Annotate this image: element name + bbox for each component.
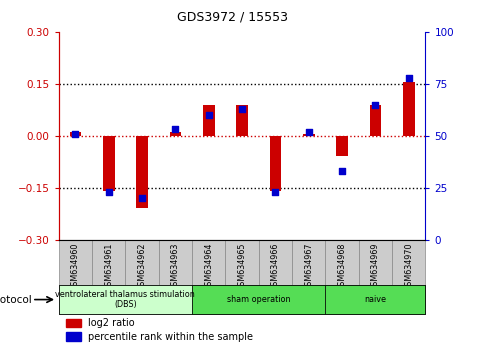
Text: ventrolateral thalamus stimulation
(DBS): ventrolateral thalamus stimulation (DBS)	[55, 290, 195, 309]
Bar	[66, 319, 81, 327]
FancyBboxPatch shape	[192, 240, 225, 285]
Text: GSM634965: GSM634965	[237, 243, 246, 291]
FancyBboxPatch shape	[225, 240, 258, 285]
Text: percentile rank within the sample: percentile rank within the sample	[88, 332, 252, 342]
Point	[338, 168, 346, 174]
FancyBboxPatch shape	[59, 240, 92, 285]
Text: naive: naive	[364, 295, 386, 304]
Text: GSM634968: GSM634968	[337, 243, 346, 291]
Point	[138, 195, 145, 201]
FancyBboxPatch shape	[258, 240, 291, 285]
Bar	[269, 136, 281, 191]
Point	[71, 131, 79, 136]
Point	[371, 102, 379, 107]
Text: GSM634960: GSM634960	[71, 243, 80, 291]
FancyBboxPatch shape	[358, 240, 391, 285]
FancyBboxPatch shape	[391, 240, 425, 285]
Bar	[402, 82, 414, 136]
Bar	[69, 132, 81, 136]
Point	[271, 189, 279, 195]
Point	[304, 129, 312, 135]
Text: log2 ratio: log2 ratio	[88, 318, 134, 328]
Text: GSM634967: GSM634967	[304, 243, 313, 291]
FancyBboxPatch shape	[125, 240, 159, 285]
Bar	[169, 132, 181, 136]
Bar	[369, 104, 381, 136]
Text: GSM634962: GSM634962	[137, 243, 146, 291]
Text: GSM634970: GSM634970	[404, 243, 412, 291]
Text: GSM634963: GSM634963	[170, 243, 180, 291]
FancyBboxPatch shape	[325, 240, 358, 285]
Bar	[236, 104, 247, 136]
FancyBboxPatch shape	[59, 285, 192, 314]
Point	[238, 106, 245, 112]
Bar	[203, 104, 214, 136]
Text: protocol: protocol	[0, 295, 31, 304]
Bar	[302, 134, 314, 136]
FancyBboxPatch shape	[192, 285, 325, 314]
Point	[204, 112, 212, 118]
Text: GSM634961: GSM634961	[104, 243, 113, 291]
Point	[404, 75, 412, 80]
FancyBboxPatch shape	[291, 240, 325, 285]
Point	[171, 127, 179, 132]
Point	[104, 189, 112, 195]
FancyBboxPatch shape	[325, 285, 425, 314]
Text: GSM634964: GSM634964	[204, 243, 213, 291]
Bar	[136, 136, 147, 209]
Bar	[66, 332, 81, 341]
Text: GDS3972 / 15553: GDS3972 / 15553	[177, 11, 287, 24]
Text: sham operation: sham operation	[226, 295, 290, 304]
Bar	[102, 136, 114, 191]
FancyBboxPatch shape	[92, 240, 125, 285]
Text: GSM634966: GSM634966	[270, 243, 279, 291]
FancyBboxPatch shape	[159, 240, 192, 285]
Text: GSM634969: GSM634969	[370, 243, 379, 291]
Bar	[336, 136, 347, 156]
